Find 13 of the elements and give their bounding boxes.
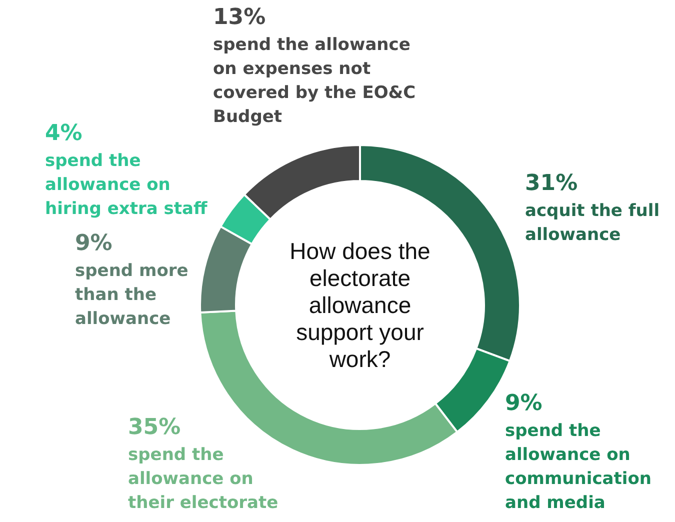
data-label: 13% — [213, 5, 266, 30]
slice-label: spend the allowance on their electorate — [128, 445, 278, 513]
data-label: 9% — [505, 391, 542, 416]
data-label: 31% — [525, 171, 578, 196]
data-label: 9% — [75, 231, 112, 256]
slice-label: spend the allowance on hiring extra staff — [45, 151, 208, 219]
data-label: 4% — [45, 121, 82, 146]
text: How does the electorate allowance support your work? — [290, 238, 430, 372]
slice-label: spend the allowance on communication and media — [505, 421, 652, 513]
data-label: 35% — [128, 415, 181, 440]
slice-label: spend more than the allowance — [75, 261, 188, 329]
slice-label: spend the allowance on expenses not covered by the EO&C Budget — [213, 35, 416, 127]
slice-label: acquit the full allowance — [525, 201, 660, 245]
